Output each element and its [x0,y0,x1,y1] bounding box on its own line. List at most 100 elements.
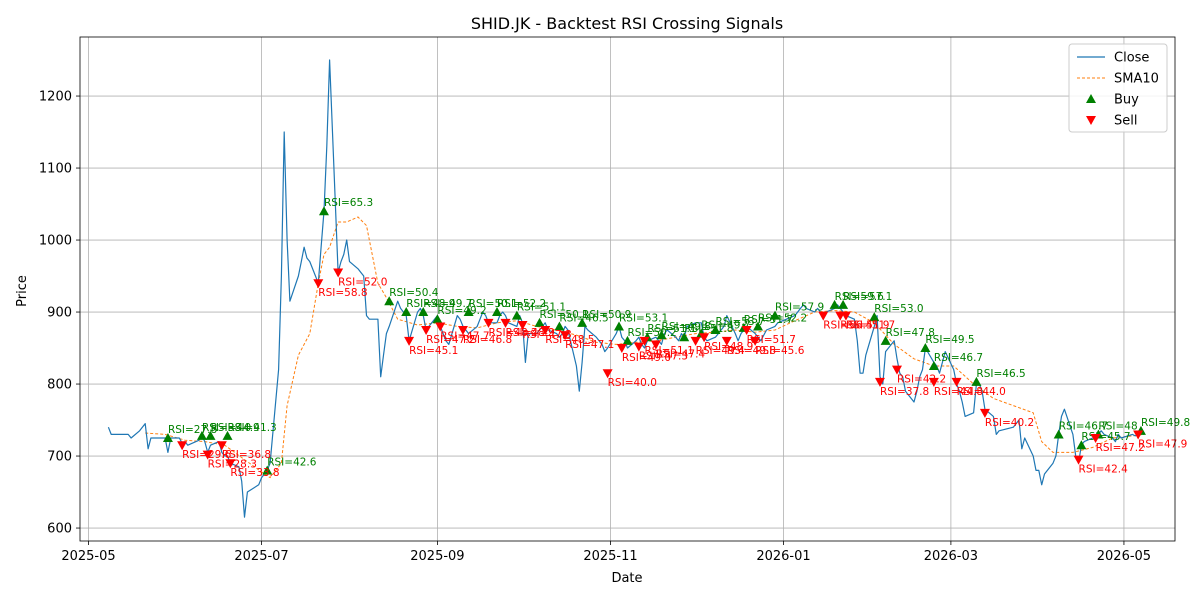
x-tick-label: 2025-11 [583,549,637,564]
buy-marker [262,465,273,475]
sell-marker [216,441,227,451]
buy-rsi-label: RSI=46.7 [934,352,983,364]
buy-marker [752,321,763,331]
sell-rsi-label: RSI=36.8 [222,449,271,461]
buy-marker [162,433,173,443]
sell-rsi-label: RSI=47.2 [1096,442,1145,454]
buy-marker [196,430,207,440]
buy-rsi-label: RSI=46.7 [1059,420,1108,432]
sell-marker [928,377,939,387]
buy-marker [384,296,395,306]
tick-labels: 2025-05 2025-07 2025-09 2025-11 2026-01 2026-… [39,90,1151,564]
x-tick-label: 2026-01 [756,549,810,564]
sell-rsi-label: RSI=58.8 [318,287,367,299]
buy-marker [401,307,412,317]
buy-rsi-label: RSI=47.8 [886,327,935,339]
sell-rsi-label: RSI=49.4 [696,345,746,357]
sell-marker [225,459,236,469]
buy-marker [1053,429,1064,439]
sell-rsi-label: RSI=51.7 [846,320,895,332]
sell-rsi-label: RSI=40.0 [608,377,657,389]
sell-marker [560,331,571,341]
sma10-line [145,216,1144,479]
chart-title: SHID.JK - Backtest RSI Crossing Signals [471,14,783,33]
close-line [107,59,1145,518]
buy-rsi-label: RSI=46.5 [976,368,1025,380]
sell-marker [840,311,851,321]
y-tick-label: 1100 [39,162,72,177]
sell-marker [517,321,528,330]
buy-marker [318,206,329,216]
buy-rsi-label: RSI=48 [1098,420,1137,432]
sell-markers: RSI=29.6RSI=28.3RSI=36.8RSI=33.8RSI=58.8… [177,268,1187,479]
sell-rsi-label: RSI=48.5 [545,334,594,346]
x-tick-label: 2025-05 [61,549,115,564]
buy-marker [770,310,781,320]
sell-marker [435,322,446,332]
sell-marker [650,340,661,350]
sell-marker [979,408,990,418]
sell-marker [483,318,494,328]
sell-marker [313,279,324,289]
buy-rsi-label: RSI=51.1 [517,302,566,314]
legend-sma10-label: SMA10 [1114,72,1159,87]
sell-rsi-label: RSI=56.4 [823,320,873,332]
sell-rsi-label: RSI=47.4 [656,348,706,360]
grid-layer [80,37,1175,541]
buy-marker [492,307,503,317]
buy-marker [554,321,565,331]
legend-close-label: Close [1114,51,1149,66]
buy-rsi-label: RSI=41.3 [228,422,277,434]
y-tick-label: 900 [47,306,72,321]
sell-marker [421,326,432,336]
buy-marker [710,325,721,335]
sell-marker [177,441,188,451]
sell-rsi-label: RSI=45.6 [755,345,805,357]
sell-marker [750,336,761,346]
sell-marker [818,311,829,321]
sell-marker [891,365,902,375]
legend: Close SMA10 Buy Sell [1068,43,1168,133]
buy-marker [829,299,840,309]
plot-frame [79,36,1176,542]
x-axis-label: Date [611,571,642,586]
buy-marker [418,307,429,317]
buy-rsi-label: RSI=52.2 [497,298,546,310]
buy-marker [838,299,849,309]
sell-marker [1133,430,1144,440]
buy-rsi-label: RSI=38.0 [202,422,251,434]
sell-rsi-label: RSI=45.1 [409,345,458,357]
buy-rsi-label: RSI=49.8 [662,321,711,333]
sell-marker [639,336,650,346]
y-tick-label: 800 [47,378,72,393]
x-tick-label: 2025-07 [234,549,288,564]
sell-rsi-label: RSI=47.1 [565,339,614,351]
sma10-series [145,216,1144,479]
buy-rsi-label: RSI=52.2 [758,312,807,324]
buy-marker [205,430,216,440]
sell-marker [540,326,551,336]
buy-rsi-label: RSI=53.1 [619,312,668,324]
sell-rsi-label: RSI=52.0 [338,276,387,288]
sell-rsi-label: RSI=49.0 [622,352,671,364]
buy-marker [613,321,624,331]
buy-marker [1076,440,1087,450]
buy-rsi-label: RSI=50.1 [540,309,589,321]
buy-marker [511,310,522,320]
sell-rsi-label: RSI=47.7 [440,330,489,342]
buy-rsi-label: RSI=49.5 [925,334,974,346]
buy-rsi-label: RSI=65.3 [324,197,373,209]
buy-rsi-label: RSI=27.8 [168,424,217,436]
close-series [107,59,1145,518]
legend-sell-swatch [1086,116,1096,125]
sell-rsi-label: RSI=51.9 [840,320,889,332]
buy-marker [880,335,891,345]
x-tick-label: 2026-05 [1097,549,1151,564]
buy-marker [534,317,545,327]
sell-rsi-label: RSI=33.8 [230,467,279,479]
buy-marker [971,376,982,386]
legend-box [1068,43,1168,133]
buy-rsi-label: RSI=49.2 [437,305,486,317]
